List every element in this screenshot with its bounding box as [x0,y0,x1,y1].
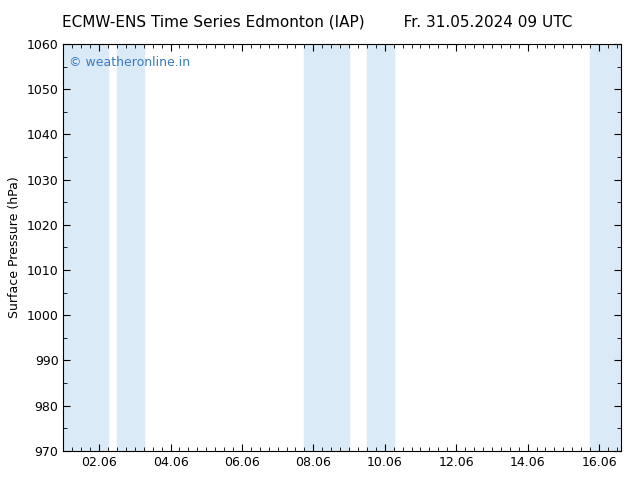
Text: © weatheronline.in: © weatheronline.in [69,56,190,69]
Bar [367,44,394,451]
Bar [63,44,108,451]
Text: ECMW-ENS Time Series Edmonton (IAP)        Fr. 31.05.2024 09 UTC: ECMW-ENS Time Series Edmonton (IAP) Fr. … [61,15,573,30]
Bar [117,44,144,451]
Y-axis label: Surface Pressure (hPa): Surface Pressure (hPa) [8,176,21,318]
Bar [304,44,349,451]
Bar [590,44,621,451]
